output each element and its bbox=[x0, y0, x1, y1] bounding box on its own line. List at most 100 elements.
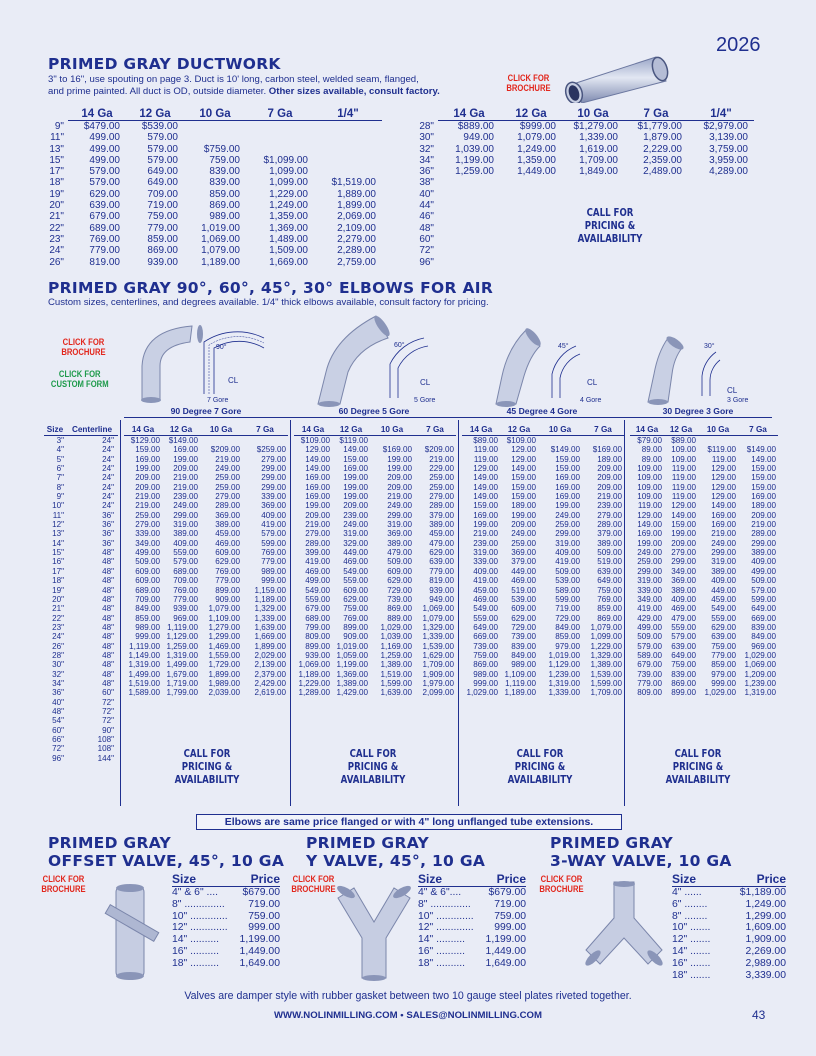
table-cell: 649.00 bbox=[147, 177, 178, 189]
table-cell bbox=[294, 707, 332, 716]
table-cell: 129.00 bbox=[305, 445, 330, 455]
g45-7ga-header: 7 Ga bbox=[582, 424, 624, 436]
table-row: 24" 48" 999.00 1,129.00 1,299.00 1,669.00 809.… bbox=[44, 632, 778, 641]
table-cell: 639.00 bbox=[711, 632, 736, 642]
table-cell: 939.00 bbox=[173, 604, 198, 614]
table-cell bbox=[314, 155, 382, 166]
table-cell: 169.00 bbox=[751, 492, 776, 502]
ductwork-desc-line1: 3" to 16", use spouting on page 3. Duct … bbox=[48, 74, 419, 85]
table-cell: 40" bbox=[419, 188, 434, 200]
ductwork-desc-bold: Other sizes available, consult factory. bbox=[268, 86, 440, 97]
elbows-custom-form-link[interactable]: CLICK FOR CUSTOM FORM bbox=[50, 369, 110, 389]
table-cell: 609.00 bbox=[343, 585, 368, 595]
table-cell: 739.00 bbox=[387, 594, 412, 604]
table-cell: 12" ....... bbox=[672, 934, 711, 946]
table-cell: 2,759.00 bbox=[337, 256, 376, 268]
table-cell: 8" ........ bbox=[672, 910, 708, 922]
footer-contact[interactable]: WWW.NOLINMILLING.COM • SALES@NOLINMILLIN… bbox=[274, 1010, 542, 1021]
table-cell: 499.00 bbox=[637, 622, 662, 632]
call-line2: PRICING & bbox=[347, 761, 399, 773]
call-line2: PRICING & bbox=[181, 761, 233, 773]
duct-col-12ga: 12 Ga bbox=[500, 108, 562, 121]
table-cell bbox=[414, 436, 456, 446]
table-cell bbox=[582, 436, 624, 446]
table-cell: 299.00 bbox=[637, 566, 662, 576]
table-cell: 679.00 bbox=[305, 604, 330, 614]
table-cell: 209.00 bbox=[511, 520, 536, 530]
table-cell: 969.00 bbox=[751, 641, 776, 651]
table-cell: 799.00 bbox=[305, 622, 330, 632]
table-cell: $109.00 bbox=[300, 436, 330, 445]
elbows-brochure-link[interactable]: CLICK FOR BROCHURE bbox=[58, 337, 109, 357]
table-cell: 1,129.00 bbox=[548, 660, 580, 670]
table-row: 9" $479.00 $539.00 bbox=[48, 121, 382, 133]
table-cell: 2,139.00 bbox=[254, 660, 286, 670]
table-cell: 209.00 bbox=[751, 510, 776, 520]
table-cell bbox=[582, 754, 624, 763]
table-cell: 189.00 bbox=[597, 454, 622, 464]
table-cell: 519.00 bbox=[597, 557, 622, 567]
table-cell: $149.00 bbox=[550, 445, 580, 455]
offset-valve-title: PRIMED GRAY OFFSET VALVE, 45°, 10 GA bbox=[48, 834, 298, 870]
table-cell: 689.00 bbox=[305, 613, 330, 623]
valve-price-header: Price bbox=[230, 872, 280, 887]
brochure-label: BROCHURE bbox=[291, 884, 336, 894]
elbow-column-separator bbox=[120, 420, 121, 806]
table-cell: 48" bbox=[102, 548, 114, 558]
table-cell: $889.00 bbox=[457, 121, 494, 132]
ductwork-table-right: 14 Ga 12 Ga 10 Ga 7 Ga 1/4" 28" $889.00 $9… bbox=[410, 108, 754, 268]
table-cell: 108" bbox=[97, 744, 114, 754]
table-row: 23" 769.00 859.00 1,069.00 1,489.00 2,279.00 bbox=[48, 234, 382, 245]
table-cell: 719.00 bbox=[248, 898, 280, 910]
duct-col-14ga: 14 Ga bbox=[438, 108, 500, 121]
table-cell: 1,499.00 bbox=[166, 660, 198, 670]
y-valve-brochure-link[interactable]: CLICK FOR BROCHURE bbox=[288, 874, 339, 894]
table-cell: 409.00 bbox=[711, 576, 736, 586]
ductwork-brochure-link[interactable]: CLICK FOR BROCHURE bbox=[503, 73, 554, 93]
table-row: 3" 24" $129.00 $149.00 $109.00 $119.00 $89.00 $… bbox=[44, 436, 778, 446]
table-cell bbox=[414, 707, 456, 716]
table-row: 17" 579.00 649.00 839.00 1,099.00 bbox=[48, 166, 382, 177]
table-cell: 679.00 bbox=[89, 211, 120, 223]
g30-12ga-header: 12 Ga bbox=[664, 424, 698, 436]
table-cell bbox=[200, 716, 242, 725]
table-cell: 14" .......... bbox=[418, 934, 466, 946]
table-cell: 629.00 bbox=[511, 613, 536, 623]
table-cell: 1,889.00 bbox=[337, 188, 376, 200]
table-row: 18" ....... 3,339.00 bbox=[672, 970, 786, 982]
three-way-valve-section: PRIMED GRAY 3-WAY VALVE, 10 GA CLICK FOR B… bbox=[539, 834, 790, 994]
table-cell: 949.00 bbox=[429, 594, 454, 604]
table-cell: 299.00 bbox=[261, 482, 286, 492]
table-cell: 539.00 bbox=[511, 594, 536, 604]
table-cell: 36" bbox=[102, 529, 114, 539]
table-cell: 449.00 bbox=[511, 566, 536, 576]
table-cell: 989.00 bbox=[209, 211, 240, 223]
table-cell: 279.00 bbox=[671, 548, 696, 558]
call-line1: CALL FOR bbox=[586, 207, 634, 219]
table-cell bbox=[500, 698, 538, 707]
table-cell: 1,019.00 bbox=[201, 222, 240, 234]
three-way-valve-brochure-link[interactable]: CLICK FOR BROCHURE bbox=[536, 874, 587, 894]
table-cell: 6" bbox=[56, 464, 64, 474]
table-cell: 1,299.00 bbox=[208, 632, 240, 642]
table-cell: 319.00 bbox=[387, 520, 412, 530]
table-cell bbox=[624, 177, 688, 188]
offset-valve-brochure-link[interactable]: CLICK FOR BROCHURE bbox=[38, 874, 89, 894]
table-row: 46" bbox=[410, 211, 754, 222]
table-cell: 759.00 bbox=[209, 154, 240, 166]
table-cell: 719.00 bbox=[494, 898, 526, 910]
table-cell: 589.00 bbox=[637, 650, 662, 660]
duct-col-10ga: 10 Ga bbox=[184, 108, 246, 121]
table-cell: 219.00 bbox=[215, 454, 240, 464]
table-cell: 979.00 bbox=[711, 669, 736, 679]
table-cell: 279.00 bbox=[597, 510, 622, 520]
table-row: 28" 48" 1,149.00 1,319.00 1,559.00 2,029.00 93… bbox=[44, 651, 778, 660]
table-cell: 1,119.00 bbox=[129, 641, 160, 651]
table-cell: 549.00 bbox=[305, 585, 330, 595]
table-cell bbox=[562, 177, 624, 188]
table-cell: 1,559.00 bbox=[208, 650, 240, 660]
elbow-90-deg: 90° bbox=[216, 344, 227, 351]
table-cell: 159.00 bbox=[751, 473, 776, 483]
table-cell: 19" bbox=[49, 188, 64, 200]
table-cell: 3,759.00 bbox=[709, 143, 748, 155]
